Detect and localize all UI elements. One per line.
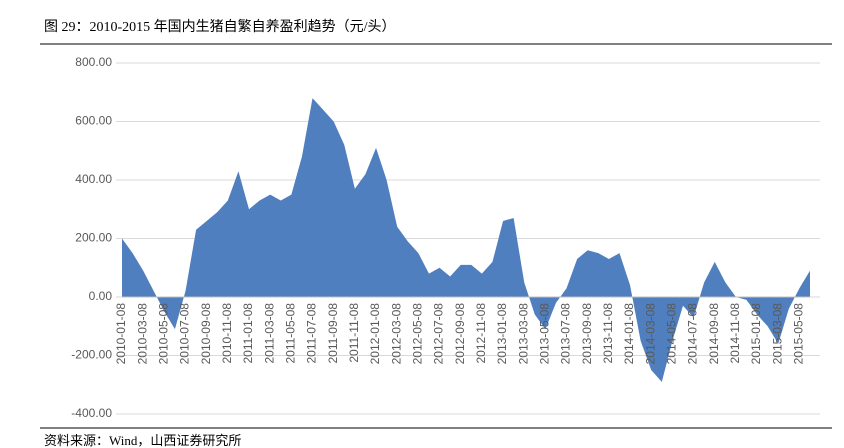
x-tick-label: 2013-09-08 xyxy=(580,303,594,365)
x-tick-label: 2015-03-08 xyxy=(770,303,784,365)
x-tick-label: 2012-07-08 xyxy=(432,303,446,365)
y-tick-label: 0.00 xyxy=(89,289,113,303)
x-tick-label: 2014-01-08 xyxy=(622,303,636,365)
source-note: 资料来源：Wind，山西证券研究所 xyxy=(44,433,241,448)
y-tick-label: 200.00 xyxy=(75,231,112,245)
x-tick-label: 2010-07-08 xyxy=(178,303,192,365)
x-tick-label: 2013-07-08 xyxy=(559,303,573,365)
x-tick-label: 2013-01-08 xyxy=(495,303,509,365)
x-tick-label: 2014-03-08 xyxy=(643,303,657,365)
x-tick-label: 2011-07-08 xyxy=(305,303,319,364)
x-tick-label: 2013-05-08 xyxy=(538,303,552,365)
y-tick-label: 800.00 xyxy=(75,55,112,69)
x-tick-label: 2011-01-08 xyxy=(241,303,255,364)
x-tick-label: 2011-03-08 xyxy=(262,303,276,364)
x-tick-label: 2012-11-08 xyxy=(474,303,488,364)
x-tick-label: 2015-05-08 xyxy=(792,303,806,365)
x-tick-label: 2014-07-08 xyxy=(686,303,700,365)
x-tick-label: 2014-05-08 xyxy=(665,303,679,365)
x-tick-label: 2013-03-08 xyxy=(516,303,530,365)
x-tick-label: 2010-11-08 xyxy=(220,303,234,364)
x-tick-label: 2010-03-08 xyxy=(135,303,149,365)
x-tick-label: 2011-11-08 xyxy=(347,303,361,363)
x-tick-label: 2015-01-08 xyxy=(749,303,763,365)
x-tick-label: 2012-05-08 xyxy=(411,303,425,365)
x-tick-label: 2011-05-08 xyxy=(284,303,298,364)
area xyxy=(122,98,810,382)
y-tick-label: 600.00 xyxy=(75,114,112,128)
y-tick-label: -400.00 xyxy=(71,406,112,420)
x-tick-label: 2013-11-08 xyxy=(601,303,615,364)
x-tick-label: 2010-05-08 xyxy=(157,303,171,365)
x-tick-label: 2011-09-08 xyxy=(326,303,340,364)
y-tick-label: 400.00 xyxy=(75,172,112,186)
x-tick-label: 2014-11-08 xyxy=(728,303,742,364)
x-tick-label: 2012-09-08 xyxy=(453,303,467,365)
y-tick-label: -200.00 xyxy=(71,348,112,362)
x-tick-label: 2010-01-08 xyxy=(114,303,128,365)
x-tick-label: 2012-03-08 xyxy=(389,303,403,365)
x-tick-label: 2014-09-08 xyxy=(707,303,721,365)
x-tick-label: 2012-01-08 xyxy=(368,303,382,365)
chart-title: 图 29：2010-2015 年国内生猪自繁自养盈利趋势（元/头） xyxy=(44,19,396,35)
x-tick-label: 2010-09-08 xyxy=(199,303,213,365)
